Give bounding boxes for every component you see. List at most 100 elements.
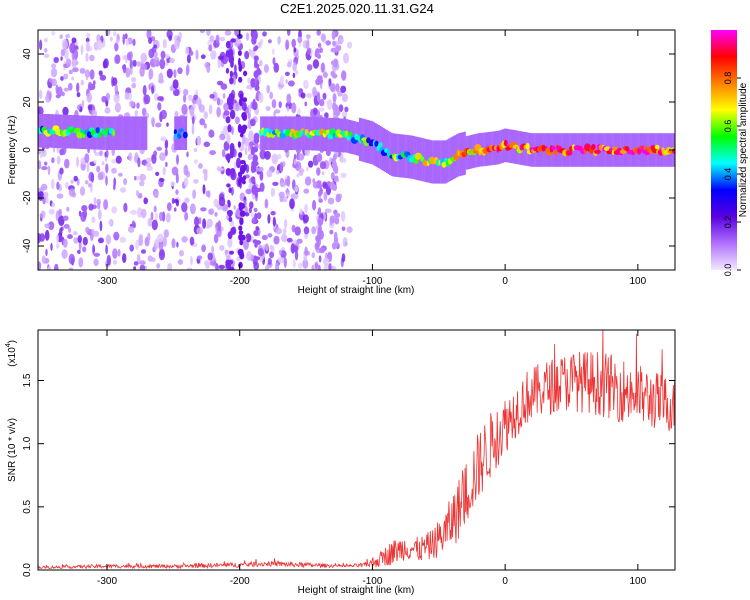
spectrogram-streak-blob: [239, 176, 243, 183]
spectrogram-noise-blob: [181, 202, 188, 213]
spectrogram-noise-blob: [51, 178, 55, 190]
spectrogram-noise-blob: [119, 187, 127, 193]
spectrogram-noise-blob: [104, 30, 111, 37]
spectrogram-noise-blob: [234, 64, 237, 73]
spectrogram-noise-blob: [269, 244, 274, 250]
snr-y-tick-label: 0.0: [22, 563, 33, 577]
spectrogram-noise-blob: [280, 75, 284, 86]
spectrogram-noise-blob: [341, 226, 346, 231]
spectrogram-noise-blob: [320, 33, 326, 42]
spectrogram-noise-blob: [273, 235, 280, 245]
spectrogram-noise-blob: [160, 109, 167, 120]
spectrogram-noise-blob: [286, 237, 293, 243]
spectrogram-streak-blob: [250, 164, 256, 174]
spectrogram-noise-blob: [177, 67, 183, 75]
spectrogram-noise-blob: [312, 107, 318, 115]
spectrogram-noise-blob: [275, 170, 280, 175]
spectrogram-noise-blob: [247, 145, 251, 152]
spectrogram-noise-blob: [84, 153, 90, 164]
spectrogram-ridge-point: [104, 131, 108, 138]
spectrogram-noise-blob: [158, 72, 164, 83]
spectrogram-noise-blob: [48, 221, 55, 231]
spectrogram-noise-blob: [96, 39, 103, 51]
spectrogram-ridge-point: [654, 144, 660, 150]
spectrogram-noise-blob: [296, 173, 300, 178]
spectrogram-noise-blob: [134, 110, 138, 117]
spectrogram-noise-blob: [191, 124, 195, 135]
spectrogram-noise-blob: [298, 88, 304, 93]
spectrogram-noise-blob: [51, 78, 57, 87]
colorbar-tick-label: 0.6: [723, 120, 733, 133]
spectrogram-noise-blob: [206, 218, 213, 228]
snr-y-axis-label: SNR (10 * v/v): [7, 418, 18, 482]
spectrogram-noise-blob: [82, 209, 88, 219]
spectrogram-noise-blob: [163, 229, 169, 238]
spectrogram-noise-blob: [278, 101, 282, 108]
spectrogram-noise-blob: [155, 212, 158, 223]
spectrogram-noise-blob: [235, 101, 240, 112]
spectrogram-noise-blob: [219, 245, 225, 251]
spectrogram-noise-blob: [96, 198, 101, 206]
spectrogram-noise-blob: [80, 44, 84, 55]
spectrogram-noise-blob: [295, 70, 299, 75]
spectrogram-noise-blob: [217, 167, 224, 172]
spectrogram-streak-blob: [238, 152, 243, 158]
spectrogram-noise-blob: [312, 59, 320, 69]
spectrogram-noise-blob: [253, 207, 258, 213]
spectrogram-noise-blob: [181, 104, 188, 115]
spectrogram-streak-blob: [333, 235, 339, 245]
spectrogram-noise-blob: [311, 252, 316, 259]
spectrogram-noise-blob: [126, 52, 131, 61]
spectrogram-noise-blob: [148, 37, 153, 44]
spectrogram-noise-blob: [275, 227, 282, 235]
spectrogram-noise-blob: [209, 93, 215, 99]
spectrogram-ridge-halo: [379, 126, 382, 170]
spectrogram-noise-blob: [172, 79, 179, 89]
spectrogram-streak-blob: [230, 266, 235, 270]
spectrogram-streak-blob: [237, 171, 243, 178]
spectrogram-noise-blob: [303, 79, 309, 90]
spectrogram-noise-blob: [156, 263, 161, 269]
spectrogram-noise-blob: [157, 102, 162, 111]
spectrogram-noise-blob: [259, 170, 264, 181]
spectrogram-noise-blob: [93, 258, 99, 267]
spectrogram-streak-blob: [335, 194, 342, 203]
spectrogram-noise-blob: [44, 229, 50, 241]
spectrogram-noise-blob: [264, 150, 271, 160]
spectrogram-noise-blob: [73, 231, 78, 236]
spectrogram-streak-blob: [329, 181, 335, 190]
spectrogram-noise-blob: [282, 228, 287, 235]
spectrogram-noise-blob: [62, 238, 68, 248]
spectrogram-noise-blob: [150, 116, 156, 126]
spectrogram-noise-blob: [103, 199, 109, 210]
spectrogram-noise-blob: [87, 81, 93, 91]
spectrogram-noise-blob: [68, 253, 76, 265]
spectrogram-streak-blob: [333, 106, 338, 116]
spectrogram-noise-blob: [59, 34, 63, 39]
spectrogram-ridge-halo: [134, 116, 137, 150]
spectrogram-noise-blob: [101, 95, 107, 103]
spectrogram-noise-blob: [62, 215, 69, 221]
spectrogram-noise-blob: [84, 180, 89, 185]
spectrogram-noise-blob: [92, 80, 96, 86]
spectrogram-noise-blob: [134, 176, 137, 181]
spectrogram-noise-blob: [105, 149, 109, 158]
spectrogram-streak-blob: [227, 124, 232, 133]
spectrogram-noise-blob: [145, 162, 152, 168]
spectrogram-noise-blob: [54, 263, 59, 270]
spectrogram-noise-blob: [232, 74, 236, 86]
spectrogram-ridge-point: [76, 131, 84, 139]
spectrogram-noise-blob: [272, 181, 279, 186]
spectrogram-noise-blob: [231, 126, 235, 135]
spectrogram-ridge-halo: [131, 116, 133, 150]
spectrogram-noise-blob: [40, 149, 47, 158]
spectrogram-streak-blob: [253, 161, 259, 167]
spectrogram-noise-blob: [279, 161, 284, 173]
spectrogram-ridge-halo: [631, 133, 633, 167]
spectrogram-noise-blob: [286, 105, 290, 112]
spectrogram-noise-blob: [203, 111, 208, 119]
spectrogram-noise-blob: [249, 201, 254, 209]
spectrogram-ridge-halo: [129, 116, 132, 150]
spectrogram-noise-blob: [189, 50, 194, 56]
spectrogram-ridge-point: [386, 149, 390, 156]
